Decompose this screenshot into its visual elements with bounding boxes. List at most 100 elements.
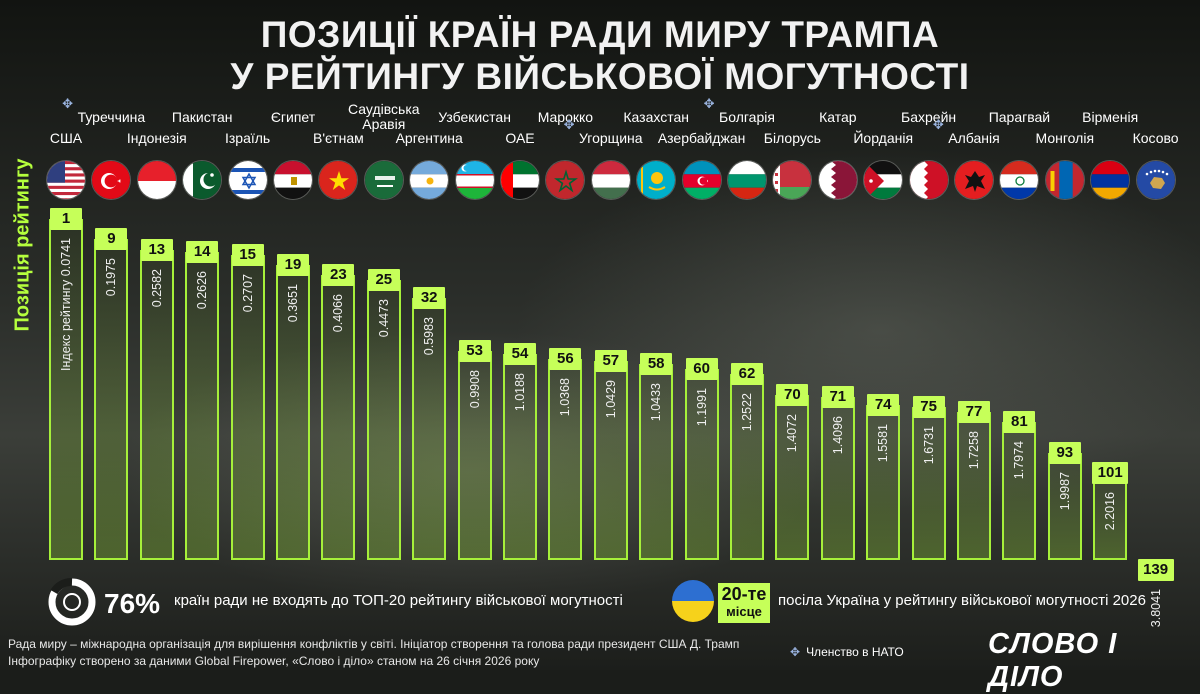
rank-label: 1 xyxy=(50,208,82,230)
bar xyxy=(503,353,537,560)
index-value-label: 2.2016 xyxy=(1103,492,1118,531)
rank-label: 23 xyxy=(322,263,355,286)
nato-legend: ✥ Членство в НАТО xyxy=(790,645,904,659)
rank-label: 58 xyxy=(640,352,673,375)
bar xyxy=(639,363,674,560)
bar xyxy=(366,280,401,560)
country-flag-icon xyxy=(681,160,722,200)
bar xyxy=(321,274,356,560)
index-value-label: 1.4072 xyxy=(785,413,800,452)
index-value-label: 1.9987 xyxy=(1057,472,1072,511)
index-value-label: 1.1991 xyxy=(694,388,709,427)
index-value-label: 1.0429 xyxy=(603,380,618,419)
country-label: Пакистан xyxy=(171,109,233,125)
bar xyxy=(775,394,810,560)
index-value-label: 1.7258 xyxy=(967,431,981,470)
index-value-label: 1.5581 xyxy=(876,423,891,462)
footnote-1: Рада миру – міжнародна організація для в… xyxy=(8,637,740,651)
index-value-label: 0.2707 xyxy=(240,273,255,312)
bar xyxy=(820,397,855,560)
bar xyxy=(139,249,174,560)
country-label: Монголія xyxy=(1035,130,1095,146)
country-flag-icon xyxy=(46,160,86,200)
country-label: Угорщина xyxy=(579,130,643,146)
bar xyxy=(957,412,991,560)
index-value-label: 0.3651 xyxy=(286,283,300,323)
country-flag-icon xyxy=(1044,160,1085,200)
country-label: ОАЕ xyxy=(505,130,535,146)
country-label: Катар xyxy=(819,109,857,125)
rank-label: 56 xyxy=(549,347,582,370)
country-label: Косово xyxy=(1132,130,1179,146)
rank-label: 70 xyxy=(776,383,809,406)
index-value-label: 0.5983 xyxy=(422,316,437,356)
bar xyxy=(730,374,764,560)
country-label: Албанія xyxy=(948,130,1000,146)
rank-label: 57 xyxy=(594,350,627,373)
nato-compass-icon: ✥ xyxy=(563,117,575,132)
index-value-label: 0.4473 xyxy=(376,299,391,338)
country-flag-icon xyxy=(136,160,177,200)
country-flag-icon xyxy=(999,160,1040,200)
index-value-label: Індекс рейтингу 0.0741 xyxy=(59,238,73,371)
country-flag-icon xyxy=(500,160,540,200)
bar xyxy=(911,407,946,560)
ukraine-place-badge: 20-те місце xyxy=(718,583,770,623)
country-label: Казахстан xyxy=(623,109,689,125)
bar xyxy=(457,351,492,560)
rank-label: 15 xyxy=(231,243,264,266)
bar xyxy=(276,264,310,560)
country-flag-icon xyxy=(727,160,767,200)
rank-label: 32 xyxy=(413,286,446,309)
index-value-label: 1.7974 xyxy=(1012,441,1027,480)
country-label: Аргентина xyxy=(395,130,463,146)
country-flag-icon xyxy=(636,160,677,200)
index-value-label: 0.1975 xyxy=(104,258,119,297)
rank-label: 74 xyxy=(867,393,900,416)
index-value-label: 1.6731 xyxy=(921,426,936,465)
country-flag-icon xyxy=(1135,160,1176,200)
title-line-2: У РЕЙТИНГУ ВІЙСЬКОВОЇ МОГУТНОСТІ xyxy=(230,56,970,97)
country-label: Азербайджан xyxy=(657,130,746,146)
rank-label: 75 xyxy=(912,396,945,419)
rank-label: 139 xyxy=(1137,559,1174,581)
bar xyxy=(1093,473,1128,560)
country-label: Узбекистан xyxy=(438,109,511,125)
bar xyxy=(49,219,83,560)
country-flag-icon xyxy=(954,160,994,200)
index-value-label: 1.0368 xyxy=(558,377,573,417)
stat-text: країн ради не входять до ТОП-20 рейтингу… xyxy=(174,592,623,609)
donut-icon xyxy=(48,578,96,626)
country-flag-icon xyxy=(863,160,904,200)
index-value-label: 0.4066 xyxy=(331,293,346,333)
country-flag-icon xyxy=(273,160,313,200)
chart-bars: 1 Індекс рейтингу 0.0741 9 0.1975 13 0.2582 14… xyxy=(49,208,1174,627)
country-label: Бахрейн xyxy=(901,109,957,125)
country-flag-icon xyxy=(772,160,813,200)
stat-percent: 76% xyxy=(104,588,161,619)
rank-label: 60 xyxy=(685,358,718,381)
country-flag-icon xyxy=(182,160,223,200)
nato-compass-icon: ✥ xyxy=(790,645,801,659)
country-label: Марокко xyxy=(537,109,594,125)
index-value-label: 1.4096 xyxy=(830,416,845,455)
rank-label: 19 xyxy=(277,253,309,276)
rank-label: 93 xyxy=(1048,442,1081,464)
nato-compass-icon: ✥ xyxy=(932,117,944,132)
country-label: В'єтнам xyxy=(313,130,364,146)
bar xyxy=(684,369,719,560)
country-label: Білорусь xyxy=(763,130,821,146)
bar xyxy=(94,239,129,560)
bar xyxy=(1002,422,1037,560)
rank-label: 77 xyxy=(958,401,990,424)
bar xyxy=(593,361,628,560)
country-flag-icon xyxy=(545,160,586,200)
rank-label: 71 xyxy=(821,386,854,409)
country-flag-icon xyxy=(363,160,404,200)
country-flag-icon xyxy=(227,160,268,200)
country-flag-icon xyxy=(91,160,132,200)
country-label: Саудівська Аравія xyxy=(348,101,420,132)
nato-legend-text: Членство в НАТО xyxy=(806,645,904,659)
country-flag-icon xyxy=(409,160,450,200)
index-value-label: 1.2522 xyxy=(740,393,754,432)
